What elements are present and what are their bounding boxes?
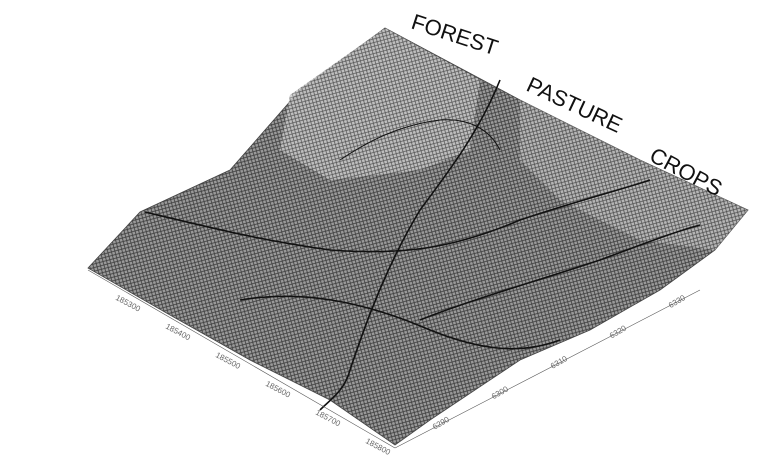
- right-tick-label: 6310: [549, 354, 569, 371]
- left-tick-label: 185700: [314, 408, 342, 429]
- surface: [88, 28, 748, 445]
- right-tick-label: 6320: [608, 323, 628, 340]
- right-tick-label: 6300: [490, 384, 510, 401]
- terrain-figure: FORESTPASTURECROPS 185300185400185500185…: [0, 0, 758, 456]
- forest-ridge: [280, 28, 480, 180]
- right-tick-label: 6330: [667, 293, 687, 310]
- left-tick-label: 185600: [264, 379, 292, 400]
